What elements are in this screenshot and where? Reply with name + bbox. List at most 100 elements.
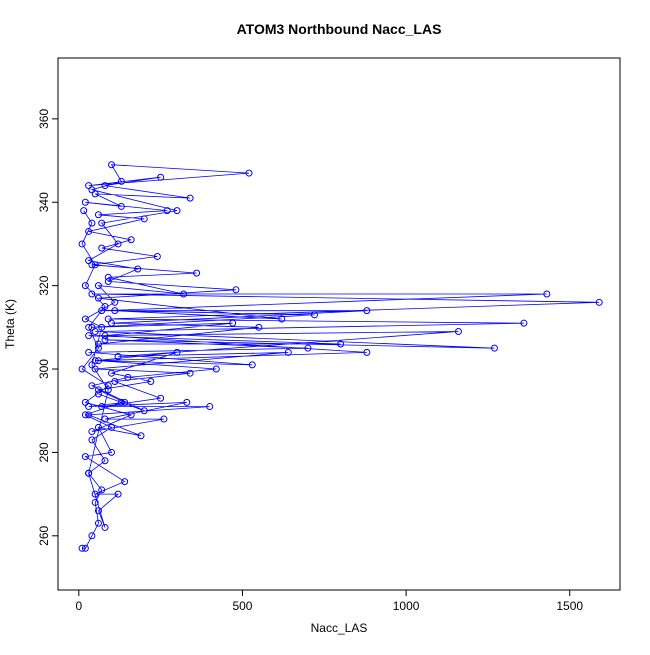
- point: [85, 469, 93, 477]
- point: [157, 394, 165, 402]
- point: [94, 386, 102, 394]
- point: [153, 252, 161, 260]
- point: [520, 319, 528, 327]
- point: [88, 323, 96, 331]
- point: [245, 169, 253, 177]
- point: [94, 507, 102, 515]
- point: [104, 277, 112, 285]
- point: [183, 398, 191, 406]
- point: [111, 307, 119, 315]
- y-tick-label: 300: [37, 359, 51, 379]
- point: [104, 386, 112, 394]
- point: [186, 194, 194, 202]
- series-line: [81, 164, 600, 549]
- point: [88, 219, 96, 227]
- point: [78, 240, 86, 248]
- point: [81, 411, 89, 419]
- point: [114, 490, 122, 498]
- point: [193, 269, 201, 277]
- point: [160, 415, 168, 423]
- point: [127, 411, 135, 419]
- point: [304, 344, 312, 352]
- point: [114, 353, 122, 361]
- point: [85, 323, 93, 331]
- point: [88, 436, 96, 444]
- point: [101, 336, 109, 344]
- point: [98, 486, 106, 494]
- point: [543, 290, 551, 298]
- point: [85, 227, 93, 235]
- point: [81, 198, 89, 206]
- point: [91, 498, 99, 506]
- point: [98, 219, 106, 227]
- point: [94, 211, 102, 219]
- point: [212, 365, 220, 373]
- point: [111, 298, 119, 306]
- y-tick-label: 280: [37, 442, 51, 462]
- point: [173, 207, 181, 215]
- point: [454, 328, 462, 336]
- point: [490, 344, 498, 352]
- point: [94, 519, 102, 527]
- point: [114, 240, 122, 248]
- point: [117, 398, 125, 406]
- point: [81, 544, 89, 552]
- point: [101, 182, 109, 190]
- point: [310, 311, 318, 319]
- point: [121, 398, 129, 406]
- point: [101, 457, 109, 465]
- point: [94, 423, 102, 431]
- point: [108, 369, 116, 377]
- point: [173, 348, 181, 356]
- point: [284, 348, 292, 356]
- point: [232, 286, 240, 294]
- y-axis-label: Theta (K): [3, 299, 17, 349]
- plot-frame: [57, 57, 621, 591]
- point: [255, 323, 263, 331]
- point: [137, 432, 145, 440]
- point: [101, 302, 109, 310]
- point: [157, 173, 165, 181]
- point: [85, 348, 93, 356]
- point: [108, 319, 116, 327]
- point: [117, 202, 125, 210]
- point: [94, 294, 102, 302]
- point: [337, 340, 345, 348]
- point: [94, 390, 102, 398]
- point: [186, 369, 194, 377]
- point: [104, 273, 112, 281]
- x-axis-label: Nacc_LAS: [311, 621, 368, 635]
- point: [85, 332, 93, 340]
- point: [91, 357, 99, 365]
- point: [127, 236, 135, 244]
- point: [363, 307, 371, 315]
- point: [140, 407, 148, 415]
- point: [101, 332, 109, 340]
- point: [117, 177, 125, 185]
- point: [124, 373, 132, 381]
- point: [78, 544, 86, 552]
- point: [85, 411, 93, 419]
- point: [206, 403, 214, 411]
- point: [140, 215, 148, 223]
- x-tick-label: 1000: [393, 599, 420, 613]
- point: [229, 319, 237, 327]
- point: [88, 186, 96, 194]
- point: [134, 265, 142, 273]
- point: [163, 207, 171, 215]
- y-tick-label: 320: [37, 275, 51, 295]
- chart-title: ATOM3 Northbound Nacc_LAS: [237, 21, 442, 37]
- point: [111, 378, 119, 386]
- point: [101, 415, 109, 423]
- point: [91, 261, 99, 269]
- point: [595, 298, 603, 306]
- point: [98, 403, 106, 411]
- x-tick-label: 1500: [556, 599, 583, 613]
- point: [94, 340, 102, 348]
- x-tick-label: 500: [232, 599, 252, 613]
- point: [98, 244, 106, 252]
- point: [121, 478, 129, 486]
- point: [81, 315, 89, 323]
- point: [94, 344, 102, 352]
